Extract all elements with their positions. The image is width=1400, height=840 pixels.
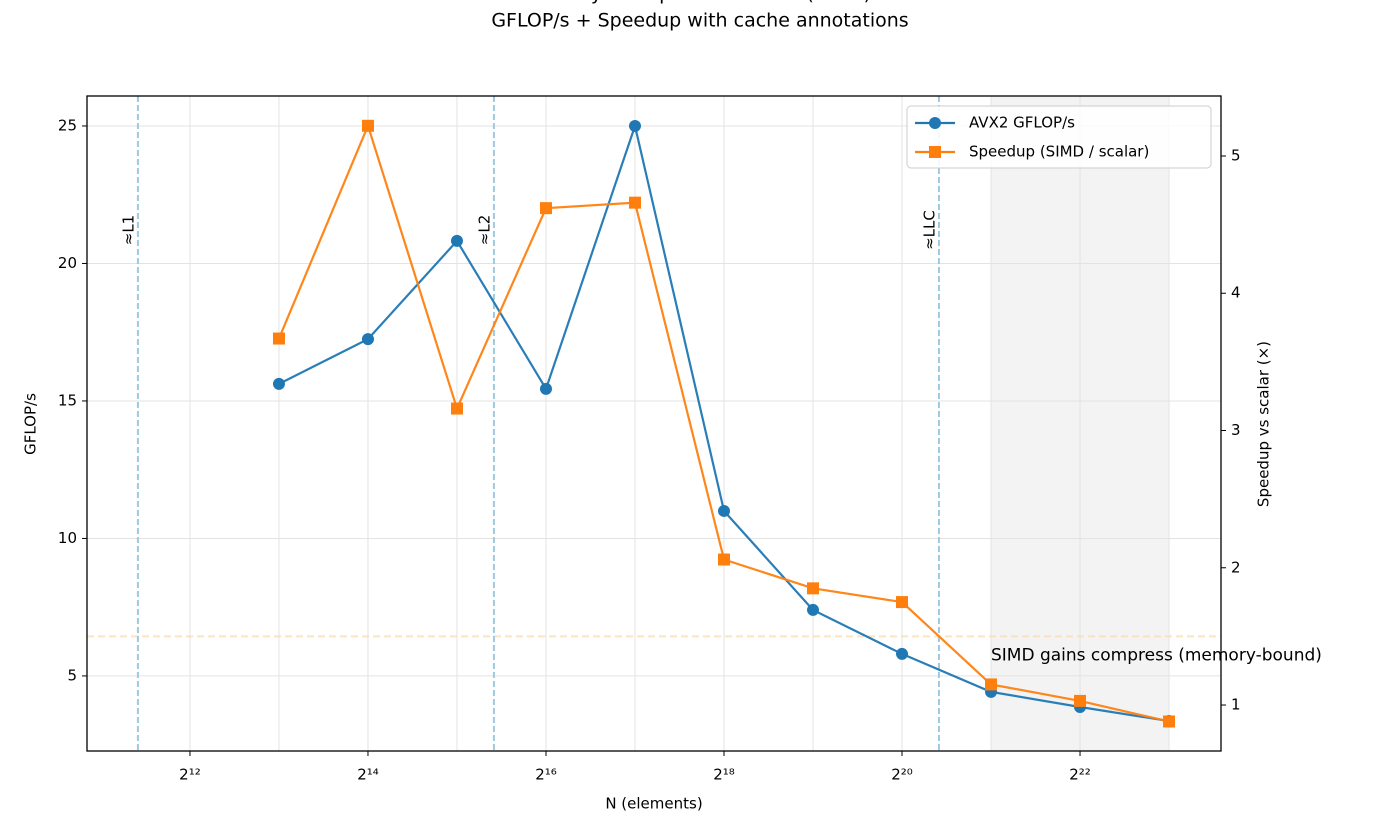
chart-subtitle: GFLOP/s + Speedup with cache annotations (491, 10, 908, 32)
y2-tick-label: 2 (1231, 558, 1241, 576)
annotation: SIMD gains compress (memory-bound) (991, 646, 1322, 666)
y2-tick-label: 5 (1231, 146, 1241, 164)
y-tick-label: 20 (58, 254, 77, 272)
legend-label: Speedup (SIMD / scalar) (969, 143, 1149, 161)
x-tick-label: 2¹⁶ (535, 766, 557, 784)
cache-label: ≈L1 (119, 215, 137, 245)
point (1163, 715, 1176, 728)
point (985, 678, 998, 691)
point (361, 119, 374, 132)
y-tick-label: 25 (58, 116, 77, 134)
x-axis-label: N (elements) (605, 795, 702, 813)
point (272, 332, 285, 345)
y2-tick-label: 1 (1231, 696, 1241, 714)
y-tick-label: 15 (58, 391, 77, 409)
y-tick-label: 5 (67, 666, 77, 684)
point (717, 504, 730, 517)
y2-tick-label: 4 (1231, 284, 1241, 302)
x-tick-label: 2¹⁴ (357, 766, 379, 784)
cache-label: ≈LLC (920, 210, 938, 250)
x-tick-label: 2¹² (179, 766, 201, 784)
legend-box (906, 105, 1212, 169)
point (539, 202, 552, 215)
chart-title: Locality Sweep — SAXPY f32 (AVX2) (529, 0, 871, 5)
legend-label: AVX2 GFLOP/s (969, 114, 1075, 132)
plot-frame (86, 95, 1222, 752)
point (717, 553, 730, 566)
legend-marker (929, 117, 941, 129)
point (896, 596, 909, 609)
point (272, 377, 285, 390)
cache-label: ≈L2 (475, 215, 493, 245)
y-tick-label: 10 (58, 529, 77, 547)
point (807, 603, 820, 616)
x-tick-label: 2²² (1069, 766, 1091, 784)
point (628, 196, 641, 209)
x-tick-label: 2¹⁸ (713, 766, 735, 784)
y-axis-label: GFLOP/s (22, 393, 40, 455)
legend-marker (929, 146, 941, 158)
y2-tick-label: 3 (1231, 421, 1241, 439)
point (807, 582, 820, 595)
point (450, 402, 463, 415)
point (361, 333, 374, 346)
x-tick-label: 2²⁰ (891, 766, 913, 784)
point (539, 382, 552, 395)
point (628, 119, 641, 132)
point (450, 234, 463, 247)
y2-axis-label: Speedup vs scalar (×) (1255, 341, 1273, 507)
point (1074, 694, 1087, 707)
point (896, 647, 909, 660)
